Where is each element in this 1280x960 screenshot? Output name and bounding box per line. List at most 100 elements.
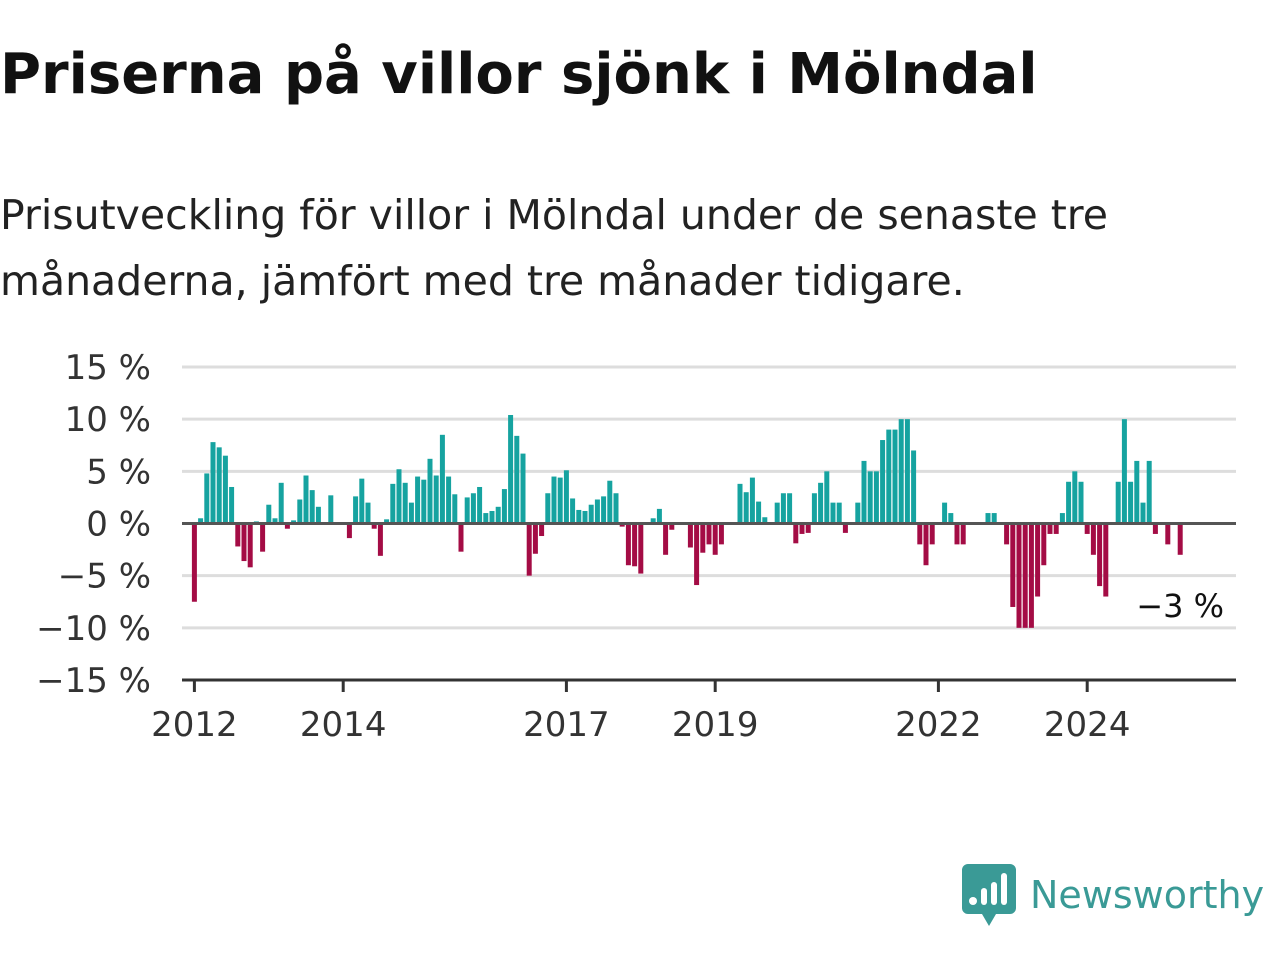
bar — [1140, 502, 1146, 524]
bar — [470, 493, 476, 524]
bar — [452, 494, 458, 524]
chart-subtitle: Prisutveckling för villor i Mölndal unde… — [0, 191, 1108, 305]
bar — [787, 493, 793, 524]
bar — [1152, 523, 1158, 534]
bar — [842, 523, 848, 533]
bar — [687, 523, 693, 548]
bar — [743, 492, 749, 524]
bar — [514, 435, 520, 524]
bar — [1078, 481, 1084, 524]
bar — [204, 473, 210, 524]
bar — [1016, 523, 1022, 628]
bar — [508, 414, 514, 524]
bar — [793, 523, 799, 544]
bar — [663, 523, 669, 555]
bar — [836, 502, 842, 524]
y-tick-label: 5 % — [86, 452, 151, 492]
bar — [588, 504, 594, 524]
bar — [1072, 471, 1078, 524]
bar — [880, 440, 886, 524]
bar — [1010, 523, 1016, 607]
bar — [359, 478, 365, 524]
x-tick-label: 2019 — [672, 705, 759, 745]
bar — [483, 513, 489, 524]
y-tick-label: −5 % — [58, 557, 151, 597]
bar — [315, 506, 321, 524]
brand-name: Newsworthy — [1030, 873, 1265, 917]
bar — [1084, 523, 1090, 534]
x-tick-label: 2017 — [523, 705, 610, 745]
bar — [861, 460, 867, 524]
bar — [855, 502, 861, 524]
bar — [960, 523, 966, 545]
bar — [799, 523, 805, 534]
x-tick-label: 2012 — [151, 705, 238, 745]
bar — [700, 523, 706, 553]
bar — [948, 513, 954, 524]
x-axis-ticks: 2012 2014 2017 2019 2022 2024 — [151, 680, 1130, 745]
bar — [427, 458, 433, 524]
bar — [694, 523, 700, 586]
bar — [1028, 523, 1034, 628]
bar — [805, 523, 811, 533]
newsworthy-logo: Newsworthy — [962, 862, 1264, 928]
bar — [923, 523, 929, 566]
bar — [706, 523, 712, 545]
bar — [570, 498, 576, 524]
bar — [303, 475, 309, 524]
bar — [898, 419, 904, 524]
bar — [762, 517, 768, 524]
bar — [1128, 481, 1134, 524]
bar — [712, 523, 718, 555]
bar — [867, 471, 873, 524]
bar-chart: 15 %10 %5 %0 %−5 %−10 %−15 % 2012 2014 201… — [36, 348, 1236, 745]
x-tick-label: 2024 — [1044, 705, 1131, 745]
x-tick-label: 2014 — [300, 705, 387, 745]
bar — [904, 419, 910, 524]
bar — [557, 477, 563, 524]
bar — [1134, 460, 1140, 524]
y-tick-label: 15 % — [65, 348, 151, 388]
bar — [489, 510, 495, 524]
bar — [638, 523, 644, 574]
bar — [1059, 513, 1065, 524]
bar — [495, 506, 501, 524]
bar — [216, 447, 222, 524]
bar — [563, 470, 569, 524]
bar — [260, 523, 266, 552]
bar — [1066, 481, 1072, 524]
bar — [377, 523, 383, 556]
bar — [458, 523, 464, 552]
last-value-label: −3 % — [1136, 587, 1224, 625]
bar — [266, 504, 272, 524]
bar — [545, 493, 551, 524]
bar — [235, 523, 241, 547]
bar — [1121, 419, 1127, 524]
x-tick-label: 2022 — [895, 705, 982, 745]
bar — [309, 490, 315, 524]
bar — [284, 523, 290, 529]
bar — [1165, 523, 1171, 545]
bar — [520, 453, 526, 524]
bar — [191, 523, 197, 602]
y-tick-label: 10 % — [65, 400, 151, 440]
bar — [402, 482, 408, 524]
bar — [1097, 523, 1103, 587]
bar — [892, 429, 898, 524]
bar — [942, 502, 948, 524]
bar — [229, 486, 235, 524]
y-tick-label: 0 % — [86, 505, 151, 545]
chart-title: Priserna på villor sjönk i Mölndal — [0, 42, 1038, 107]
bar — [346, 523, 352, 539]
bar — [718, 523, 724, 545]
bar — [241, 523, 247, 562]
bar — [619, 523, 625, 527]
bar — [1090, 523, 1096, 555]
bar — [408, 502, 414, 524]
bar — [1022, 523, 1028, 628]
bar — [539, 523, 545, 537]
bar — [1103, 523, 1109, 597]
bars — [191, 414, 1183, 628]
bar — [247, 523, 253, 568]
bar — [811, 493, 817, 524]
